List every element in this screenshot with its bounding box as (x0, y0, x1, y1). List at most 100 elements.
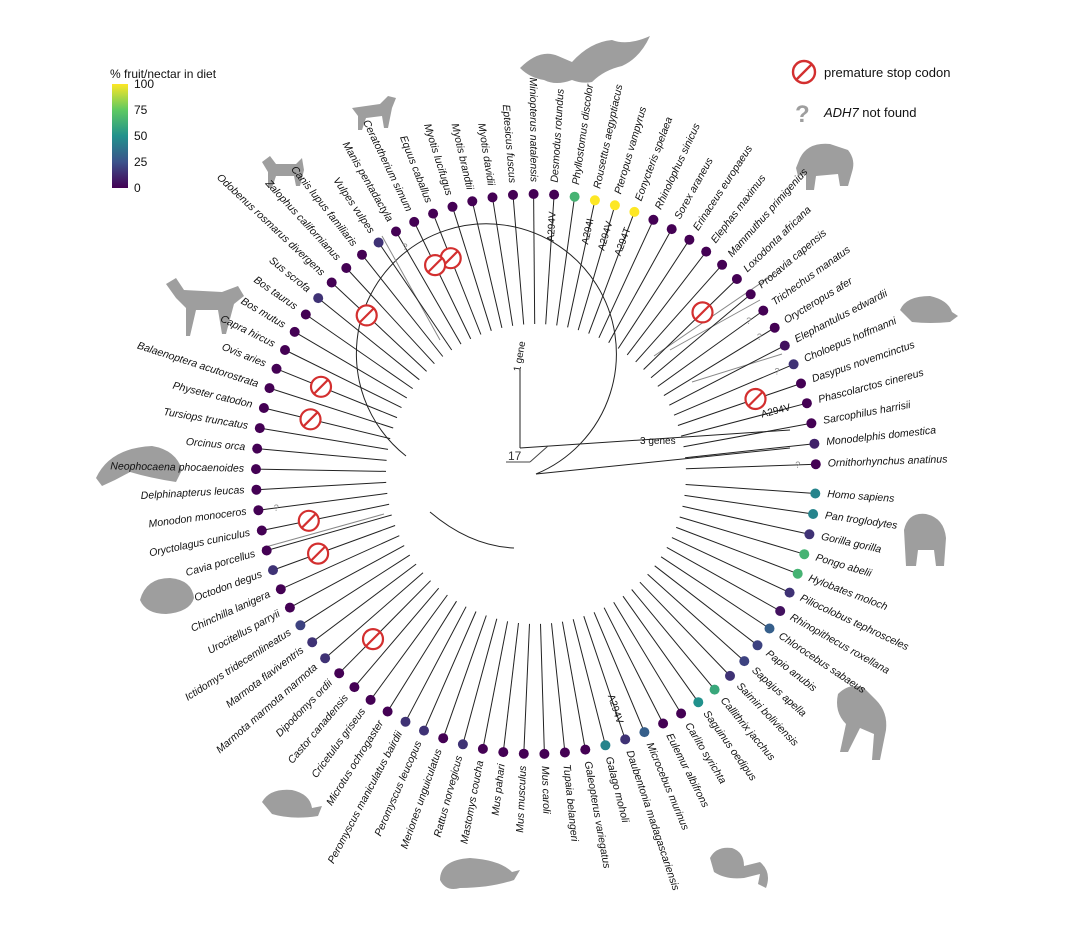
tip-desmodus-rotundus: Desmodus rotundus A294V (546, 88, 567, 242)
tip-dot (648, 214, 659, 225)
tip-branch (657, 310, 764, 387)
tip-branch (311, 563, 417, 643)
stop-codon-icon (791, 59, 817, 85)
species-label: Delphinapterus leucas (140, 484, 245, 502)
symbol-legend: premature stop codon ? ADH7 not found (791, 59, 950, 128)
tip-branch (324, 572, 424, 659)
tip-dot (280, 345, 290, 355)
tip-homo-sapiens: Homo sapiens (810, 488, 895, 505)
tip-branch (593, 612, 645, 733)
tip-dot (804, 529, 815, 540)
stop-codon-marker (309, 375, 333, 398)
tip-branch (626, 251, 707, 356)
tip-branch (671, 537, 790, 594)
stop-codon-marker (744, 387, 767, 411)
tip-branch (432, 213, 482, 335)
tip-branch (680, 402, 808, 437)
tip-branch (258, 492, 388, 511)
tip-dot (745, 289, 756, 300)
tip-mus-musculus: Mus musculus (514, 748, 529, 833)
stop-codon-marker (355, 304, 378, 327)
colorbar-tick-label: 50 (134, 129, 148, 143)
tip-branch (666, 546, 781, 612)
tip-branch (556, 196, 576, 326)
monkey-silhouette (837, 686, 887, 760)
tip-branch (502, 622, 519, 753)
guinea-pig-silhouette (140, 578, 194, 614)
stop-codon-marker (307, 542, 330, 565)
tip-branch (679, 516, 805, 555)
tip-branch (673, 363, 794, 416)
tip-dot (801, 398, 812, 409)
tip-dot (580, 744, 591, 755)
tip-dot (261, 545, 272, 556)
tip-dot (326, 277, 337, 288)
dog-silhouette (262, 156, 304, 188)
horse-silhouette (352, 96, 396, 130)
tip-dot (271, 363, 282, 374)
tip-branch (482, 621, 509, 749)
tip-branch (259, 427, 389, 450)
gorilla-silhouette (904, 513, 946, 566)
species-label: Elephas maximus (709, 172, 769, 246)
tip-myotis-davidii: Myotis davidii (475, 122, 498, 203)
species-label: Phyllostomus discolor (570, 83, 596, 186)
diet-legend: % fruit/nectar in diet 100 75 50 25 0 (110, 67, 217, 195)
tip-branch (684, 494, 814, 515)
tip-branch (551, 623, 566, 753)
tip-branch (622, 595, 699, 703)
tip-dot (254, 423, 265, 434)
species-label: Mus pahari (490, 763, 508, 817)
species-label: Miniopterus natalensis (527, 77, 540, 182)
tip-dot (788, 359, 799, 370)
tip-branch (669, 345, 786, 406)
tip-branch (338, 580, 431, 674)
tip-branch (300, 554, 411, 626)
tip-dot (320, 653, 331, 664)
manatee-silhouette (96, 446, 182, 486)
tip-dot (334, 668, 345, 679)
species-label: Monodelphis domestica (826, 424, 937, 448)
tip-dot (739, 656, 750, 667)
tip-dot (341, 263, 352, 273)
question-mark-icon: ? (795, 101, 810, 128)
species-label: Pan troglodytes (824, 510, 899, 532)
tip-branch (269, 387, 394, 429)
tip-branch (663, 327, 775, 397)
tip-dot (289, 326, 300, 337)
tip-dot (549, 189, 560, 200)
tip-branch (617, 239, 690, 349)
tip-dot (252, 443, 263, 454)
tip-dot (792, 568, 803, 579)
tip-dot (264, 383, 275, 394)
tip-dot (629, 206, 640, 217)
tree-branches (255, 193, 816, 754)
tip-branch (635, 264, 723, 363)
tip-dot (284, 602, 295, 613)
tip-branch (331, 282, 427, 372)
tip-dot (600, 740, 611, 751)
tip-dot (658, 718, 669, 729)
tip-dot (409, 216, 420, 227)
colorbar-tick-label: 25 (134, 155, 148, 169)
tip-dot (717, 259, 728, 270)
species-label: Monodon monoceros (148, 506, 248, 531)
tip-branch (305, 314, 413, 390)
tip-dot (693, 697, 704, 708)
tip-branch (257, 448, 387, 461)
adh7-missing-mark: ? (274, 503, 279, 513)
tip-dot (559, 747, 570, 758)
tip-branch (395, 231, 462, 345)
adh7-missing-mark: ? (757, 332, 762, 342)
tip-eptesicus-fuscus: Eptesicus fuscus (500, 104, 518, 200)
tip-branch (588, 211, 635, 334)
tip-dot (467, 196, 478, 207)
colorbar-tick-label: 75 (134, 103, 148, 117)
tip-miniopterus-natalensis: Miniopterus natalensis (527, 77, 540, 199)
tip-branch (294, 331, 408, 399)
species-label: Daubentonia madagascariensis (624, 749, 682, 893)
clade-label-three-genes: 3 genes (640, 436, 676, 447)
mutation-label: A294V (546, 211, 559, 242)
antelope-silhouette (166, 278, 244, 336)
adh7-legend-label: ADH7 not found (823, 105, 917, 120)
